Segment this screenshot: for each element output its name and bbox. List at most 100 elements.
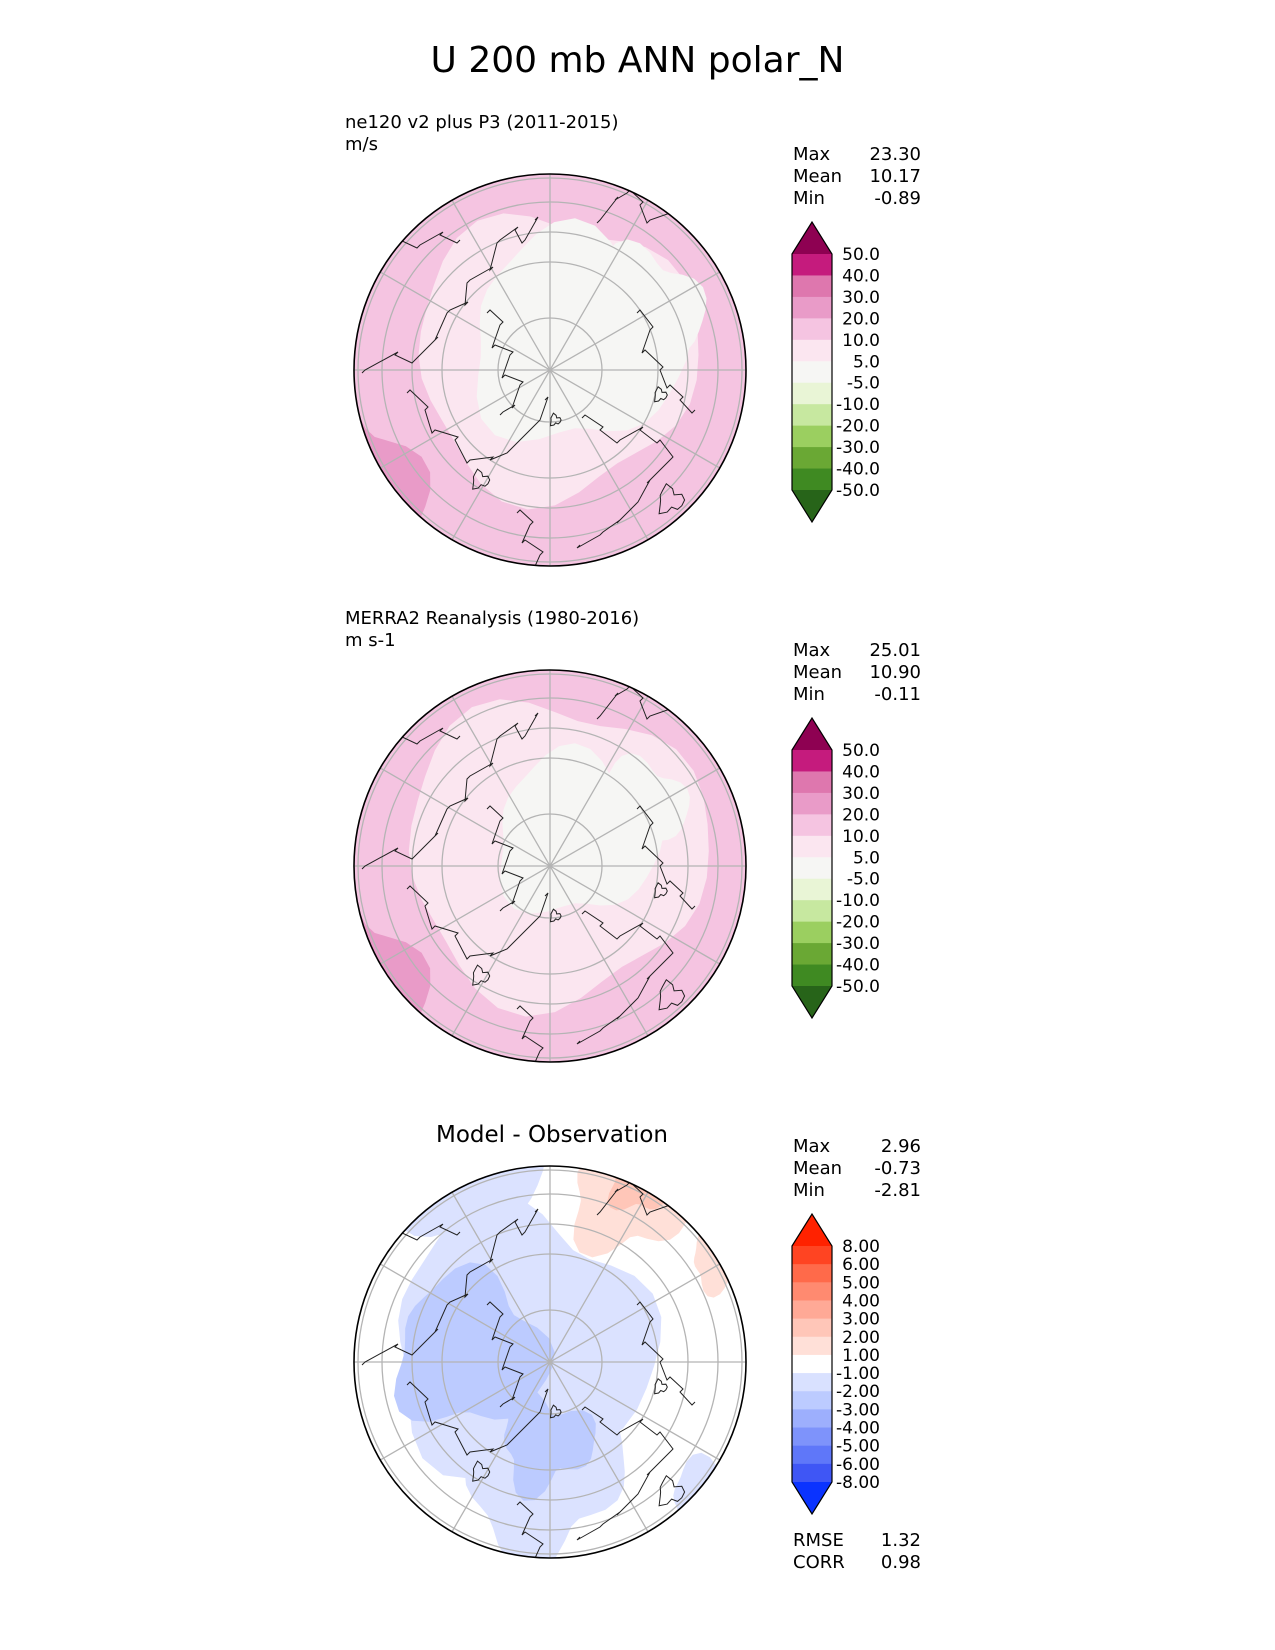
colorbar-tick-label: -40.0 xyxy=(836,956,880,976)
colorbar-segment xyxy=(792,857,832,880)
colorbar-tick-label: 10.0 xyxy=(842,331,880,351)
metric-value: 1.32 xyxy=(880,1530,921,1551)
colorbar-tick-label: -2.00 xyxy=(836,1382,880,1402)
stat-label: Mean xyxy=(793,662,843,683)
colorbar-segment xyxy=(792,1373,832,1392)
coastline xyxy=(576,1406,674,1541)
coastline xyxy=(486,805,524,912)
ref-colorbar: 50.040.030.020.010.05.0-5.0-10.0-20.0-30… xyxy=(791,716,880,1020)
colorbar-segment xyxy=(792,1318,832,1338)
colorbar-tick-label: -40.0 xyxy=(836,460,880,480)
coastline xyxy=(486,1301,524,1408)
coastline xyxy=(486,309,524,416)
colorbar-segment xyxy=(792,1409,832,1429)
diff-colorbar: 8.006.005.004.003.002.001.00-1.00-2.00-3… xyxy=(791,1212,880,1516)
map-field xyxy=(354,1166,746,1558)
colorbar-extend-max xyxy=(792,1214,832,1246)
colorbar-extend-max xyxy=(792,222,832,254)
colorbar-tick-label: 5.00 xyxy=(842,1273,880,1293)
colorbar-segment xyxy=(792,1427,832,1447)
colorbar-tick-label: 5.0 xyxy=(853,848,880,868)
coastline xyxy=(636,309,696,414)
diff-stats: Max 2.96 Mean -0.73 Min -2.81 xyxy=(793,1136,921,1202)
coastline xyxy=(576,910,674,1045)
colorbar-extend-min xyxy=(792,1482,832,1514)
test-polar-map xyxy=(353,173,747,567)
meridian-line xyxy=(379,271,721,469)
stat-value: -0.89 xyxy=(874,188,921,209)
colorbar-tick-label: -4.00 xyxy=(836,1419,880,1439)
colorbar-segment xyxy=(792,318,832,341)
island-outline xyxy=(549,908,562,923)
stat-value: 23.30 xyxy=(869,144,921,165)
island-outline xyxy=(658,978,686,1011)
colorbar-tick-label: 8.00 xyxy=(842,1237,880,1257)
meridian-line xyxy=(379,767,721,965)
ref-polar-map xyxy=(353,669,747,1063)
colorbar-tick-label: 30.0 xyxy=(842,784,880,804)
colorbar-tick-label: -5.0 xyxy=(847,374,880,394)
colorbar-tick-label: -5.00 xyxy=(836,1437,880,1457)
colorbar-segment xyxy=(792,1264,832,1283)
colorbar-segment xyxy=(792,900,832,923)
colorbar-segment xyxy=(792,382,832,405)
island-outline xyxy=(654,1378,668,1395)
stat-value: -0.11 xyxy=(874,684,921,705)
figure-title: U 200 mb ANN polar_N xyxy=(430,40,845,81)
stat-value: 25.01 xyxy=(869,640,921,661)
ref-panel-name: MERRA2 Reanalysis (1980-2016) xyxy=(345,608,640,629)
colorbar-tick-label: -6.00 xyxy=(836,1455,880,1475)
island-outline xyxy=(658,482,686,515)
colorbar-outline xyxy=(791,716,833,1020)
test-colorbar: 50.040.030.020.010.05.0-5.0-10.0-20.0-30… xyxy=(791,220,880,524)
island-outline xyxy=(472,468,491,490)
colorbar-segment xyxy=(792,878,832,901)
coastline xyxy=(361,1208,539,1366)
colorbar-segment xyxy=(792,361,832,384)
colorbar-segment xyxy=(792,447,832,470)
high-wind-band xyxy=(354,269,357,360)
colorbar-segment xyxy=(792,814,832,837)
stat-label: Max xyxy=(793,1136,831,1157)
stat-label: Min xyxy=(793,684,825,705)
colorbar-tick-label: -3.00 xyxy=(836,1400,880,1420)
coastline xyxy=(406,885,549,960)
map-field xyxy=(354,670,746,1062)
colorbar-segment xyxy=(792,339,832,362)
colorbar-tick-label: 3.00 xyxy=(842,1310,880,1330)
stat-label: Min xyxy=(793,188,825,209)
colorbar-segment xyxy=(792,1391,832,1410)
colorbar-tick-label: 30.0 xyxy=(842,288,880,308)
colorbar-tick-label: 6.00 xyxy=(842,1255,880,1275)
colorbar-segment xyxy=(792,1354,832,1374)
colorbar-tick-label: -30.0 xyxy=(836,438,880,458)
coastline xyxy=(636,1301,696,1406)
meridian-line xyxy=(379,1263,721,1461)
calm-wind-region xyxy=(584,239,707,376)
coastline xyxy=(516,1501,544,1558)
colorbar-tick-label: 50.0 xyxy=(842,741,880,761)
island-outline xyxy=(654,386,668,403)
diff-panel-title: Model - Observation xyxy=(435,1122,669,1148)
stat-label: Mean xyxy=(793,1158,843,1179)
colorbar-tick-label: -30.0 xyxy=(836,934,880,954)
coastline xyxy=(361,216,539,374)
colorbar-tick-label: 50.0 xyxy=(842,245,880,265)
diff-polar-map xyxy=(353,1165,747,1559)
coastline xyxy=(636,805,696,910)
coastline xyxy=(576,414,674,549)
map-boundary xyxy=(353,1165,747,1559)
stat-label: Min xyxy=(793,1180,825,1201)
colorbar-segment xyxy=(792,771,832,794)
colorbar-tick-label: 40.0 xyxy=(842,266,880,286)
stat-value: 2.96 xyxy=(880,1136,921,1157)
coastline xyxy=(406,1381,549,1456)
stat-value: 10.90 xyxy=(869,662,921,683)
coastline xyxy=(361,712,539,870)
colorbar-extend-max xyxy=(792,718,832,750)
colorbar-segment xyxy=(792,1300,832,1320)
colorbar-segment xyxy=(792,404,832,427)
colorbar-segment xyxy=(792,1246,832,1265)
colorbar-outline xyxy=(791,1212,833,1516)
colorbar-tick-label: 1.00 xyxy=(842,1346,880,1366)
